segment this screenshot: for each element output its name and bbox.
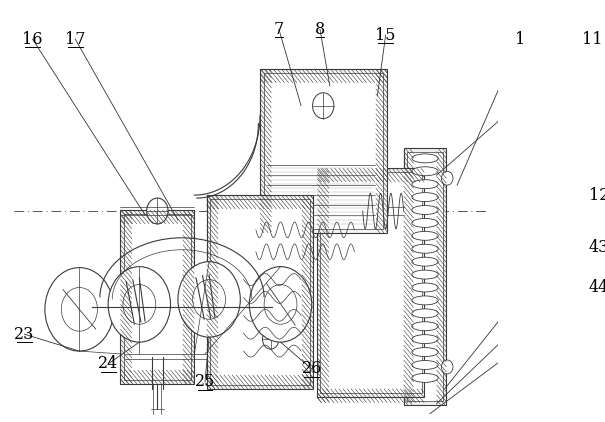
- Ellipse shape: [412, 309, 438, 318]
- Text: 1: 1: [515, 31, 525, 48]
- Bar: [318, 168, 424, 397]
- Ellipse shape: [412, 283, 438, 292]
- Text: 26: 26: [301, 360, 322, 377]
- Ellipse shape: [412, 154, 438, 163]
- Circle shape: [61, 287, 97, 331]
- Ellipse shape: [412, 244, 438, 253]
- Text: 23: 23: [14, 326, 34, 343]
- Ellipse shape: [412, 231, 438, 240]
- Ellipse shape: [412, 373, 438, 382]
- Bar: [123, 214, 191, 380]
- Bar: [260, 69, 387, 233]
- Ellipse shape: [412, 219, 438, 227]
- Bar: [320, 172, 422, 393]
- Text: 44: 44: [589, 279, 605, 296]
- Ellipse shape: [412, 322, 438, 331]
- Ellipse shape: [412, 296, 438, 305]
- Text: 43: 43: [589, 239, 605, 256]
- Text: 17: 17: [65, 31, 85, 48]
- Text: 16: 16: [22, 31, 43, 48]
- Circle shape: [442, 171, 453, 185]
- Ellipse shape: [412, 167, 438, 176]
- Ellipse shape: [412, 257, 438, 266]
- Circle shape: [350, 206, 359, 216]
- Bar: [120, 210, 194, 384]
- Circle shape: [146, 198, 168, 224]
- Circle shape: [108, 267, 171, 342]
- Circle shape: [249, 267, 312, 342]
- Ellipse shape: [412, 206, 438, 214]
- Circle shape: [263, 329, 279, 349]
- Bar: [264, 73, 383, 229]
- Circle shape: [192, 279, 226, 319]
- Ellipse shape: [412, 180, 438, 189]
- Bar: [210, 199, 310, 385]
- Circle shape: [313, 93, 334, 119]
- Ellipse shape: [412, 270, 438, 279]
- Text: 8: 8: [315, 21, 325, 38]
- Circle shape: [45, 268, 114, 351]
- Text: 24: 24: [98, 355, 118, 373]
- Text: 11: 11: [582, 31, 603, 48]
- Text: 15: 15: [375, 27, 396, 43]
- Circle shape: [264, 284, 297, 324]
- Circle shape: [178, 262, 240, 337]
- Text: 25: 25: [195, 373, 215, 390]
- Circle shape: [123, 284, 155, 324]
- Bar: [404, 149, 446, 405]
- Ellipse shape: [412, 348, 438, 357]
- Text: 7: 7: [274, 21, 284, 38]
- Ellipse shape: [412, 360, 438, 369]
- Bar: [207, 195, 313, 389]
- Circle shape: [245, 236, 253, 246]
- Text: 12: 12: [589, 187, 605, 203]
- Bar: [407, 152, 443, 401]
- Circle shape: [442, 360, 453, 374]
- Ellipse shape: [412, 335, 438, 344]
- Ellipse shape: [412, 192, 438, 202]
